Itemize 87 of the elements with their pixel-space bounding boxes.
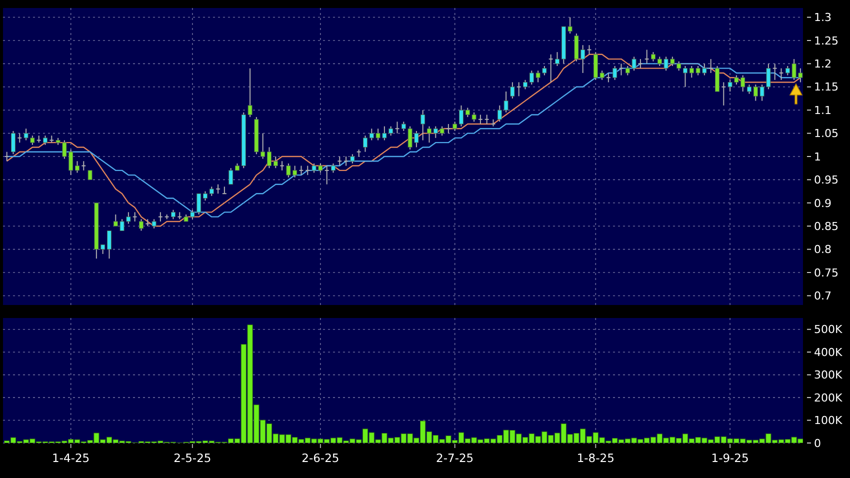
candlestick: [484, 114, 490, 125]
y-tick-label: 100K: [814, 414, 843, 428]
candlestick: [81, 160, 86, 171]
x-tick-label: 2-7-25: [436, 451, 474, 465]
y-tick-label: 200K: [814, 391, 843, 404]
candlestick: [388, 126, 394, 136]
candlestick: [286, 162, 291, 178]
candlestick: [350, 154, 355, 164]
y-tick-label: 0.9: [814, 196, 832, 210]
candlestick: [203, 190, 208, 202]
candlestick: [337, 156, 342, 166]
candlestick: [344, 156, 349, 166]
candlestick: [228, 168, 234, 185]
candlestick: [331, 162, 336, 174]
x-tick-label: 1-9-25: [711, 451, 749, 465]
candlestick: [747, 84, 752, 94]
y-tick-label: 1: [814, 150, 821, 164]
y-tick-label: 1.2: [814, 58, 832, 71]
candlestick: [324, 165, 330, 185]
y-tick-label: 0: [814, 436, 821, 450]
candlestick: [721, 82, 726, 106]
candlestick: [4, 151, 10, 162]
candlestick: [510, 82, 515, 99]
y-tick-label: 1.05: [814, 127, 838, 140]
candlestick: [644, 49, 650, 64]
candlestick: [638, 58, 643, 69]
candlestick: [523, 79, 528, 90]
x-tick-label: 2-5-25: [174, 451, 212, 465]
y-tick-label: 400K: [814, 346, 843, 359]
y-tick-label: 0.7: [814, 290, 832, 303]
candlestick: [363, 135, 368, 152]
candlestick: [683, 66, 688, 88]
candlestick: [222, 186, 227, 194]
y-tick-label: 0.95: [814, 174, 838, 187]
x-tick-label: 1-8-25: [576, 451, 614, 465]
candlestick: [43, 135, 48, 146]
candlestick: [88, 170, 92, 180]
candlestick: [772, 63, 778, 80]
candlestick: [715, 66, 720, 92]
y-tick-label: 0.8: [814, 243, 832, 256]
candlestick: [260, 132, 266, 160]
x-tick-label: 1-4-25: [52, 451, 90, 465]
candlestick: [292, 165, 298, 178]
y-tick-label: 0.75: [814, 266, 838, 280]
candlestick: [516, 82, 522, 97]
candlestick: [273, 156, 278, 169]
y-tick-label: 1.3: [814, 11, 832, 24]
candlestick: [612, 66, 618, 80]
candlestick: [139, 218, 144, 232]
y-tick-label: 1.1: [814, 104, 832, 117]
y-tick-label: 1.15: [814, 80, 838, 94]
candlestick: [152, 218, 156, 229]
candlestick: [580, 44, 586, 74]
candlestick: [446, 124, 451, 134]
candlestick: [606, 72, 611, 83]
candlestick: [107, 230, 112, 260]
candlestick: [708, 58, 714, 74]
y-tick-label: 300K: [814, 368, 843, 382]
y-tick-label: 500K: [814, 323, 843, 336]
candlestick: [478, 114, 483, 125]
candlestick: [651, 52, 656, 62]
candlestick: [574, 33, 579, 62]
candlestick: [267, 146, 272, 169]
candlestick: [555, 52, 560, 67]
candlestick: [100, 244, 106, 254]
candlestick: [740, 74, 746, 92]
candlestick: [17, 132, 22, 144]
candlestick: [452, 121, 458, 132]
candlestick: [459, 104, 464, 127]
candlestick: [68, 149, 74, 176]
candlestick: [132, 212, 138, 222]
candlestick: [548, 54, 554, 83]
candlestick: [75, 160, 80, 174]
candlestick: [280, 160, 285, 171]
candlestick: [196, 193, 202, 216]
y-tick-label: 1.25: [814, 34, 838, 48]
candlestick: [158, 212, 163, 222]
candlestick: [420, 110, 426, 141]
y-tick-label: 0.85: [814, 220, 838, 233]
candlestick: [216, 184, 221, 194]
candlestick: [11, 130, 16, 155]
candlestick: [676, 60, 682, 72]
candlestick: [171, 209, 176, 220]
candlestick: [427, 126, 432, 144]
candlestick: [209, 186, 214, 196]
candlestick: [305, 165, 310, 176]
x-tick-label: 2-6-25: [302, 451, 340, 465]
